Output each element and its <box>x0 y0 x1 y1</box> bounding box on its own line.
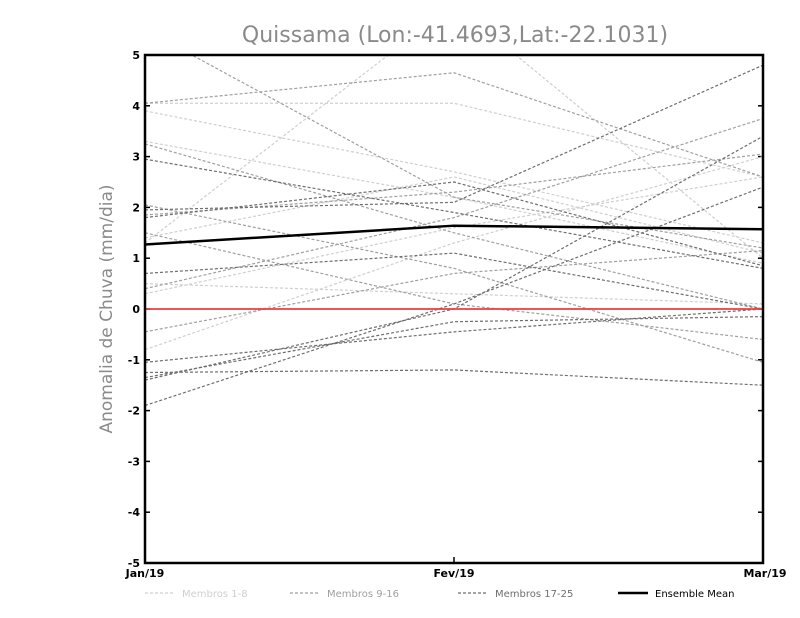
member-series-line <box>145 369 763 386</box>
member-series-line <box>145 186 763 407</box>
member-series-line <box>145 283 763 305</box>
member-series-line <box>145 64 763 211</box>
y-tick-label: 1 <box>132 252 140 265</box>
member-series-line <box>145 158 763 269</box>
chart-title: Quissama (Lon:-41.4693,Lat:-22.1031) <box>242 23 668 48</box>
legend-label: Membros 1-8 <box>182 589 248 600</box>
member-series-line <box>145 204 763 363</box>
y-tick-label: 5 <box>132 49 140 62</box>
member-series-line <box>145 135 763 381</box>
member-series-line <box>145 181 763 267</box>
legend-label: Membros 17-25 <box>495 589 573 600</box>
member-series-line <box>145 249 763 333</box>
y-tick-label: -1 <box>128 354 140 367</box>
y-tick-label: 4 <box>132 100 140 113</box>
member-series-line <box>145 102 763 178</box>
series-layer <box>145 55 763 407</box>
y-tick-label: 0 <box>132 303 140 316</box>
member-series-line <box>145 176 763 254</box>
member-series-line <box>145 55 763 259</box>
y-tick-label: 3 <box>132 151 140 164</box>
x-tick-label: Jan/19 <box>125 567 165 580</box>
ensemble-mean-line <box>144 224 764 246</box>
legend-label: Ensemble Mean <box>655 589 734 600</box>
member-series-line <box>145 176 763 295</box>
member-series-line <box>145 143 763 310</box>
member-series-line <box>190 55 763 249</box>
member-series-line <box>145 72 763 178</box>
legend-label: Membros 9-16 <box>327 589 399 600</box>
plot-frame <box>143 53 765 565</box>
member-series-line <box>145 153 763 216</box>
member-series-line <box>145 117 763 290</box>
x-ticks: Jan/19 Fev/19 Mar/19 <box>125 557 787 580</box>
y-tick-label: -3 <box>128 455 140 468</box>
member-series-line <box>145 140 763 264</box>
y-tick-label: -4 <box>128 506 141 519</box>
member-series-line <box>145 110 763 244</box>
y-tick-label: 2 <box>132 201 140 214</box>
member-series-line <box>145 308 763 363</box>
member-series-line <box>145 316 763 379</box>
member-series-line <box>145 156 763 351</box>
x-tick-label: Mar/19 <box>743 567 786 580</box>
x-tick-label: Fev/19 <box>433 567 474 580</box>
y-axis-label: Anomalia de Chuva (mm/dia) <box>97 184 117 433</box>
y-tick-label: -5 <box>128 557 140 570</box>
legend: Membros 1-8 Membros 9-16 Membros 17-25 Ense… <box>145 589 734 600</box>
y-tick-label: -2 <box>128 405 140 418</box>
